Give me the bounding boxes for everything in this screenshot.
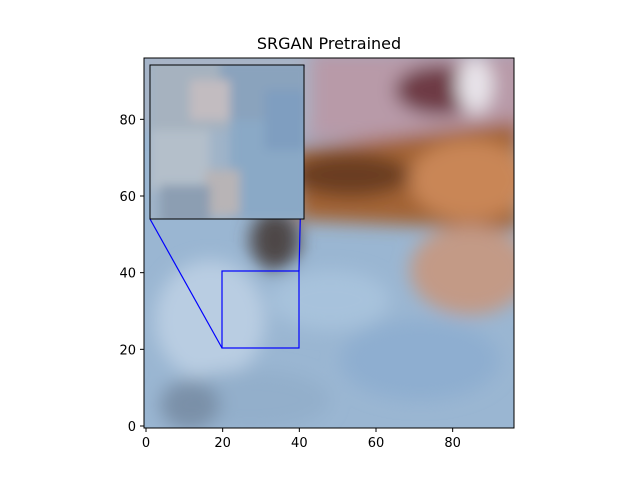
y-tick-label: 0 (128, 420, 136, 435)
x-tick-label: 0 (142, 436, 150, 451)
main-axes-frame (143, 57, 515, 429)
x-tick-label: 40 (291, 436, 308, 451)
x-tick-label: 60 (368, 436, 385, 451)
zoom-connector-line-left (149, 218, 223, 349)
y-tick-label: 60 (119, 190, 136, 205)
inset-frame (149, 64, 305, 220)
y-tick-label: 20 (119, 343, 136, 358)
main-image (144, 58, 514, 428)
y-axis-ticks: 0 20 40 60 80 (119, 113, 144, 435)
x-axis-ticks: 0 20 40 60 80 (142, 428, 461, 451)
x-tick-label: 80 (444, 436, 461, 451)
inset-image (150, 65, 304, 219)
chart-title: SRGAN Pretrained (257, 34, 401, 53)
y-tick-label: 40 (119, 267, 136, 282)
x-tick-label: 20 (214, 436, 231, 451)
y-tick-label: 80 (119, 113, 136, 128)
zoom-region-box (221, 270, 300, 349)
